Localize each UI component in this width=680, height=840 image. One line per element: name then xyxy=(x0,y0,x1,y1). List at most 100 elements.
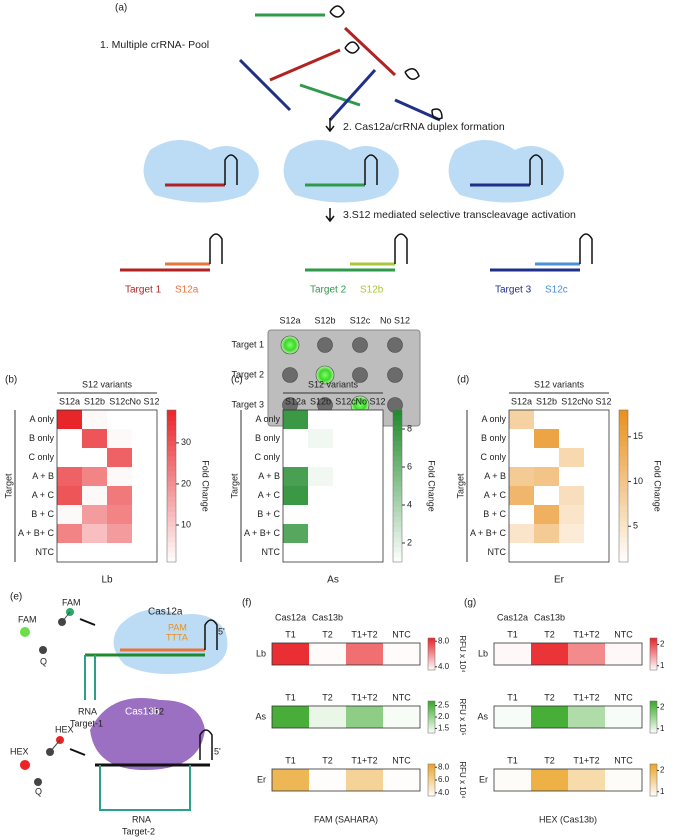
heatmap-title: S12 variants xyxy=(82,379,133,389)
strip-column-label: T1 xyxy=(507,755,518,765)
colorbar-step xyxy=(393,556,402,563)
colorbar-step xyxy=(428,656,435,659)
heatmap-cell xyxy=(358,524,383,543)
colorbar-tick-label: 30 xyxy=(181,437,191,447)
colorbar-step xyxy=(650,780,657,783)
well-column-label: S12c xyxy=(350,315,371,325)
row-label: A + C xyxy=(258,490,281,500)
hairpin xyxy=(209,233,223,264)
strip-frame xyxy=(271,705,421,729)
heatmap-cell xyxy=(82,467,107,486)
heatmap-cell xyxy=(584,448,609,467)
row-label: A + B xyxy=(32,471,54,481)
colorbar-step xyxy=(393,491,402,497)
quencher-label: Q xyxy=(35,786,42,796)
strip-column-label: T2 xyxy=(544,755,555,765)
heatmap-cell xyxy=(107,524,132,543)
heatmap-cell xyxy=(308,524,333,543)
colorbar-tick-label: 2 xyxy=(660,640,665,649)
strip-cell xyxy=(272,643,309,665)
colorbar-step xyxy=(428,715,435,718)
colorbar-step xyxy=(619,491,628,497)
colorbar-tick-label: 2 xyxy=(660,703,665,712)
strip-column-label: T1 xyxy=(285,629,296,639)
colorbar-step xyxy=(650,717,657,720)
strip-cell xyxy=(494,706,531,728)
strip-column-label: T2 xyxy=(544,629,555,639)
strip-row-label: Lb xyxy=(478,648,488,658)
colorbar-step xyxy=(167,450,176,457)
colorbar-step xyxy=(650,792,657,795)
colorbar-tick-label: 8 xyxy=(407,423,412,433)
panel-label: (c) xyxy=(231,375,243,386)
colorbar-step xyxy=(650,790,657,793)
colorbar-tick-label: 4.0 xyxy=(438,788,450,797)
heatmap-cell xyxy=(559,467,584,486)
s12-label: S12a xyxy=(175,285,199,296)
heatmap-cell xyxy=(534,448,559,467)
colorbar-tick-label: 1 xyxy=(660,787,665,796)
colorbar-frame xyxy=(392,409,403,563)
strip-column-label: T1+T2 xyxy=(573,755,599,765)
strip-column-label: T2 xyxy=(322,629,333,639)
colorbar-frame xyxy=(649,637,658,671)
s12-label: S12b xyxy=(360,285,384,296)
heatmap-cell xyxy=(107,467,132,486)
heatmap-cell xyxy=(333,448,358,467)
colorbar-step xyxy=(650,731,657,734)
colorbar-step xyxy=(619,470,628,477)
colorbar-step xyxy=(619,506,628,512)
step-text: 1. Multiple crRNA- Pool xyxy=(100,39,209,51)
heatmap-cell xyxy=(283,429,308,448)
colorbar-step xyxy=(650,715,657,718)
dye-label: FAM xyxy=(62,597,81,607)
colorbar-step xyxy=(650,778,657,781)
colorbar-step xyxy=(393,486,402,492)
colorbar-step xyxy=(650,794,657,797)
colorbar-tick-label: 4 xyxy=(407,499,412,509)
colorbar-step xyxy=(428,770,435,773)
heatmap-cell xyxy=(584,524,609,543)
well xyxy=(282,367,298,383)
row-label: A + B xyxy=(258,471,280,481)
colorbar-step xyxy=(650,766,657,769)
colorbar-step xyxy=(650,786,657,789)
colorbar-step xyxy=(428,772,435,775)
column-label: No S12 xyxy=(355,396,385,406)
five-prime: 5' xyxy=(218,626,225,636)
heatmap-cell xyxy=(132,486,157,505)
row-label: A + B+ C xyxy=(18,528,55,538)
row-label: B only xyxy=(255,433,281,443)
strip-cell xyxy=(309,769,346,791)
heatmap-cell xyxy=(132,543,157,562)
colorbar-step xyxy=(650,725,657,728)
strip-column-label: T1+T2 xyxy=(351,629,377,639)
strip-column-label: T1 xyxy=(285,692,296,702)
axis-title: Er xyxy=(554,575,565,586)
well-column-label: S12b xyxy=(314,315,335,325)
s12-label: S12c xyxy=(545,285,568,296)
colorbar-step xyxy=(428,788,435,791)
colorbar-step xyxy=(428,654,435,657)
panel-label: (d) xyxy=(457,375,469,386)
colorbar-step xyxy=(619,430,628,436)
heatmap-cell xyxy=(333,486,358,505)
well-column-label: No S12 xyxy=(380,315,410,325)
colorbar-step xyxy=(619,486,628,492)
panel-label: (g) xyxy=(464,598,476,609)
colorbar-step xyxy=(428,711,435,714)
colorbar-step xyxy=(428,794,435,797)
row-label: A + C xyxy=(32,490,55,500)
heatmap-cell xyxy=(82,524,107,543)
colorbar-step xyxy=(650,703,657,706)
strip-cell xyxy=(346,643,383,665)
strip-frame xyxy=(493,642,643,666)
colorbar-step xyxy=(167,536,176,543)
colorbar-step xyxy=(650,784,657,787)
cas12a-complexes xyxy=(143,118,564,223)
heatmap-cell xyxy=(308,448,333,467)
colorbar-unit: RFU x 10⁴ xyxy=(458,761,467,799)
row-label: A only xyxy=(255,414,280,424)
strip-column-label: T2 xyxy=(322,755,333,765)
well-row-label: Target 1 xyxy=(231,339,264,349)
